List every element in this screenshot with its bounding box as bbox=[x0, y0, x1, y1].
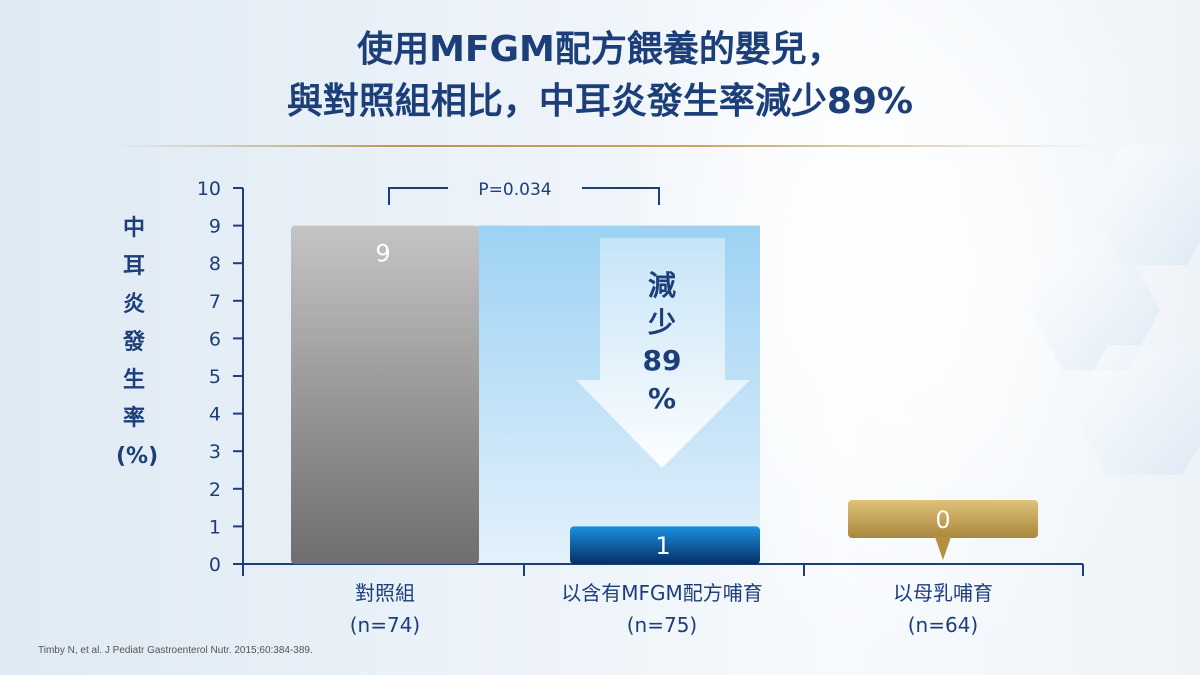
y-tick-label: 5 bbox=[209, 366, 221, 388]
y-axis-label: 中耳炎發生率(%) bbox=[116, 216, 159, 469]
reduction-label-4: % bbox=[648, 382, 676, 415]
category-label-mfgm: 以含有MFGM配方哺育 bbox=[561, 581, 763, 605]
y-tick-label: 2 bbox=[209, 479, 221, 501]
page-title-line-2: 與對照組相比，中耳炎發生率減少89% bbox=[286, 81, 914, 122]
bar-value-label: 1 bbox=[655, 532, 670, 560]
y-tick-label: 0 bbox=[209, 554, 221, 576]
y-tick-label: 6 bbox=[209, 328, 221, 350]
y-tick-label: 1 bbox=[209, 516, 221, 538]
y-tick-label: 10 bbox=[197, 178, 221, 200]
category-n-breastmilk: (n=64) bbox=[908, 613, 979, 637]
bar-control bbox=[291, 225, 479, 564]
p-value-label: P=0.034 bbox=[478, 180, 551, 200]
reduction-arrow bbox=[576, 238, 750, 468]
y-tick-label: 3 bbox=[209, 441, 221, 463]
p-value-bracket bbox=[388, 187, 660, 205]
category-n-control: (n=74) bbox=[350, 613, 421, 637]
title-divider bbox=[110, 145, 1100, 147]
y-tick-label: 7 bbox=[209, 291, 221, 313]
bar-value-label: 0 bbox=[935, 506, 950, 534]
bar-mfgm bbox=[570, 526, 760, 564]
category-label-control: 對照組 bbox=[355, 581, 415, 605]
citation: Timby N, et al. J Pediatr Gastroenterol … bbox=[38, 645, 313, 656]
page-title-line-1: 使用MFGM配方餵養的嬰兒， bbox=[357, 29, 843, 70]
bar-value-label: 9 bbox=[375, 240, 390, 268]
reduction-label-3: 89 bbox=[643, 344, 682, 377]
category-label-breastmilk: 以母乳哺育 bbox=[893, 581, 993, 605]
y-tick-label: 8 bbox=[209, 253, 221, 275]
reduction-label-2: 少 bbox=[648, 306, 676, 339]
category-n-mfgm: (n=75) bbox=[627, 613, 698, 637]
reduction-label-1: 減 bbox=[648, 269, 676, 302]
bar-breastmilk-callout bbox=[848, 500, 1038, 560]
y-tick-label: 4 bbox=[209, 404, 221, 426]
y-tick-label: 9 bbox=[209, 216, 221, 238]
